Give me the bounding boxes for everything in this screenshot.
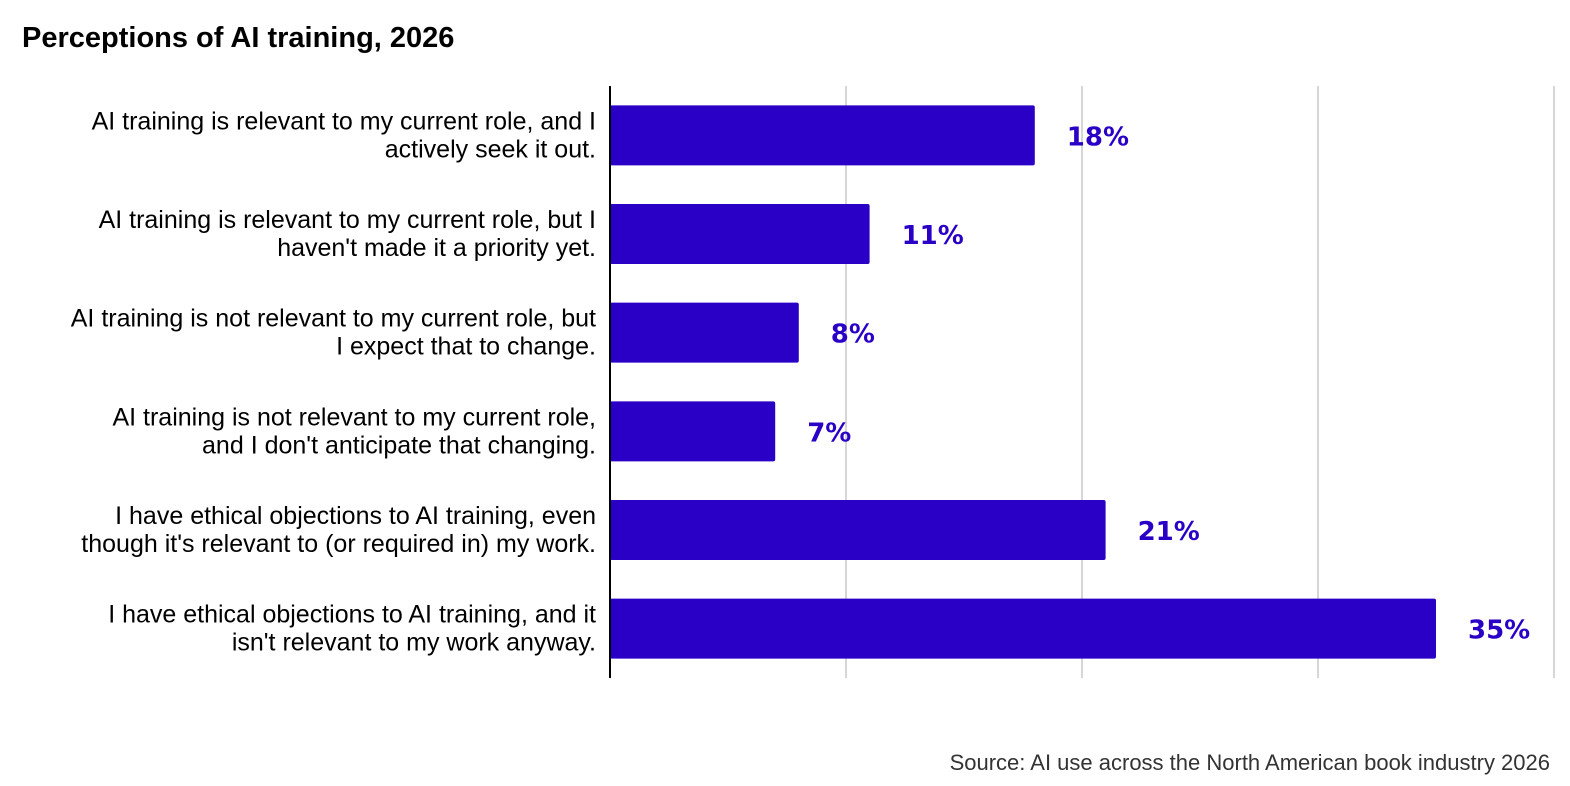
value-label: 18% xyxy=(1067,122,1129,152)
category-label: I have ethical objections to AI training… xyxy=(81,502,596,558)
value-label: 8% xyxy=(831,320,875,350)
value-label: 11% xyxy=(902,221,964,251)
value-label: 7% xyxy=(807,418,851,448)
category-label: AI training is relevant to my current ro… xyxy=(92,107,596,163)
source-note: Source: AI use across the North American… xyxy=(949,750,1550,775)
bar xyxy=(610,204,870,264)
bar xyxy=(610,302,799,363)
value-label: 21% xyxy=(1138,517,1200,547)
chart-title: Perceptions of AI training, 2026 xyxy=(22,22,455,54)
bar xyxy=(610,401,776,462)
bar xyxy=(610,598,1436,659)
category-label: AI training is relevant to my current ro… xyxy=(99,206,596,262)
bar xyxy=(610,105,1035,166)
category-label: AI training is not relevant to my curren… xyxy=(71,305,596,361)
category-label: AI training is not relevant to my curren… xyxy=(112,403,596,459)
bar xyxy=(610,500,1106,560)
category-label: I have ethical objections to AI training… xyxy=(108,601,596,657)
value-label: 35% xyxy=(1468,616,1530,646)
